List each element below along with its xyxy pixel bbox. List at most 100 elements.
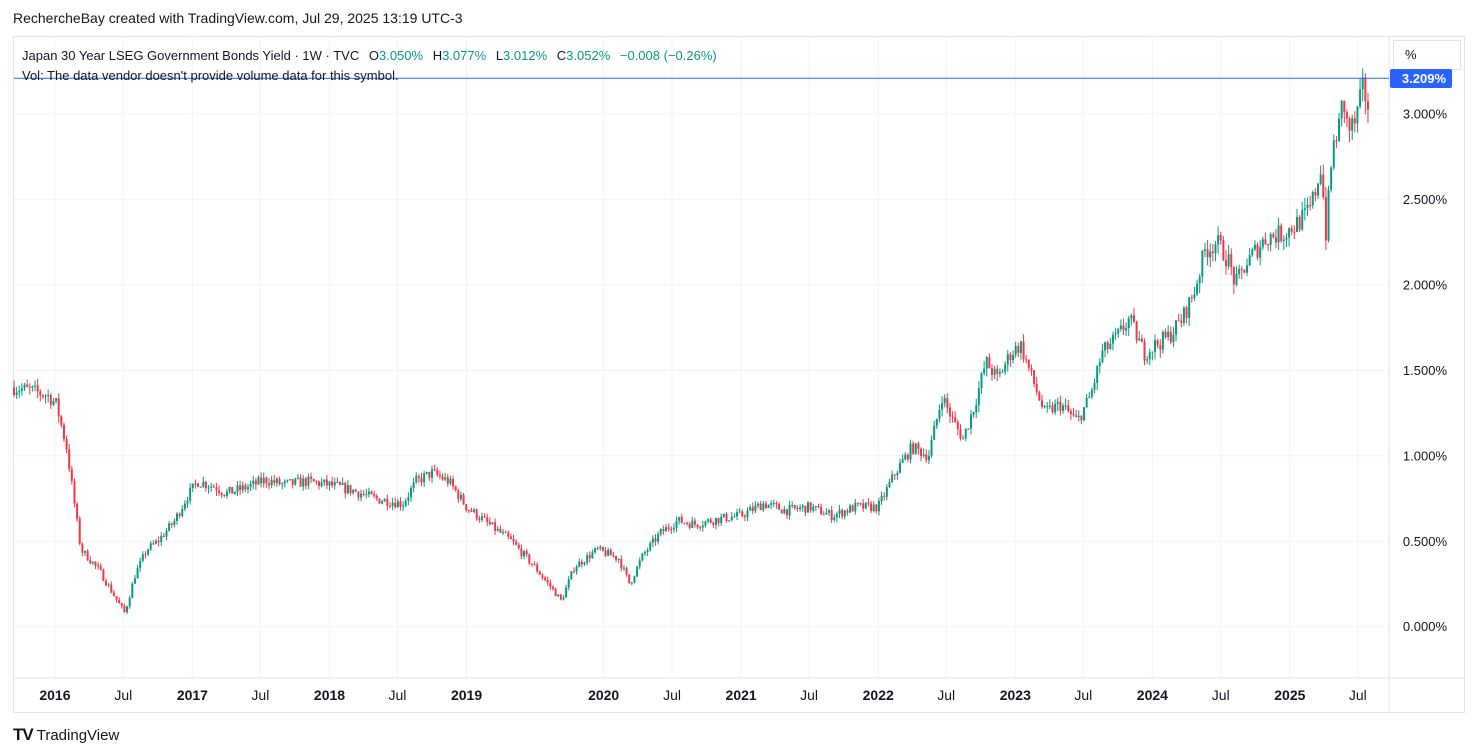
- candle-body: [512, 538, 515, 542]
- candle-body: [875, 504, 878, 512]
- candle-body: [1309, 204, 1312, 206]
- candle-body: [26, 384, 29, 387]
- candle-body: [1040, 400, 1043, 407]
- candle-body: [394, 502, 397, 508]
- branding-footer[interactable]: TV TradingView: [13, 724, 119, 746]
- last-price-tag: 3.209%: [1390, 68, 1452, 88]
- candle-body: [1196, 283, 1199, 295]
- unit-toggle-button[interactable]: %: [1393, 40, 1461, 70]
- candle-body: [44, 396, 47, 398]
- candle-body: [78, 518, 81, 544]
- candle-body: [686, 522, 689, 524]
- candle-body: [52, 401, 55, 405]
- candle-body: [1148, 352, 1151, 360]
- candle-body: [149, 543, 152, 550]
- candle-body: [289, 479, 292, 481]
- y-tick-label: 2.500%: [1403, 192, 1448, 207]
- candle-body: [62, 424, 65, 439]
- candle-body: [504, 531, 507, 533]
- candle-body: [643, 552, 646, 554]
- symbol-legend: Japan 30 Year LSEG Government Bonds Yiel…: [22, 46, 717, 86]
- candle-body: [233, 491, 236, 494]
- candle-body: [1027, 359, 1030, 368]
- candle-body: [136, 568, 139, 579]
- candle-body: [76, 503, 79, 519]
- high-label: H: [432, 48, 443, 63]
- candle-body: [65, 438, 68, 450]
- candle-body: [1111, 334, 1114, 344]
- candle-body: [386, 498, 389, 507]
- candle-body: [670, 528, 673, 530]
- symbol-title[interactable]: Japan 30 Year LSEG Government Bonds Yiel…: [22, 48, 360, 63]
- candle-body: [1119, 325, 1122, 330]
- candle-body: [473, 509, 476, 512]
- candle-body: [759, 503, 762, 511]
- x-tick-label: Jul: [1212, 687, 1230, 703]
- candle-body: [1085, 397, 1088, 408]
- x-tick-label: Jul: [251, 687, 269, 703]
- candle-body: [278, 478, 281, 485]
- candle-body: [475, 509, 478, 519]
- candle-body: [1332, 140, 1335, 168]
- candle-body: [856, 502, 859, 504]
- candle-body: [97, 565, 100, 567]
- close-value: 3.052%: [566, 48, 611, 63]
- candle-body: [1033, 370, 1036, 385]
- candle-body: [1227, 254, 1230, 267]
- candle-body: [696, 524, 699, 528]
- candle-body: [1090, 389, 1093, 397]
- candle-body: [268, 483, 271, 486]
- candle-body: [1361, 77, 1364, 90]
- candle-body: [1290, 228, 1293, 232]
- candle-body: [110, 584, 113, 593]
- candle-body: [154, 540, 157, 544]
- candle-body: [725, 513, 728, 522]
- candle-body: [588, 555, 591, 559]
- candle-body: [1127, 318, 1130, 329]
- candle-body: [391, 502, 394, 507]
- candle-body: [349, 485, 352, 494]
- candle-body: [651, 538, 654, 543]
- candle-body: [835, 513, 838, 518]
- candle-body: [254, 480, 257, 485]
- candle-body: [23, 384, 26, 389]
- candle-body: [704, 521, 707, 526]
- candle-body: [551, 586, 554, 589]
- candle-body: [144, 554, 147, 556]
- candle-body: [749, 507, 752, 511]
- candle-body: [1214, 244, 1217, 254]
- candle-body: [1285, 237, 1288, 240]
- candle-body: [404, 500, 407, 506]
- candle-body: [1169, 331, 1172, 343]
- candle-body: [13, 387, 15, 395]
- candle-body: [662, 529, 665, 532]
- candle-body: [457, 490, 460, 500]
- candle-body: [665, 527, 668, 532]
- candle-body: [1319, 174, 1322, 184]
- candle-body: [843, 510, 846, 517]
- candle-body: [317, 481, 320, 487]
- candle-body: [828, 510, 831, 513]
- candle-body: [323, 479, 326, 483]
- candle-body: [615, 555, 618, 560]
- candle-body: [996, 368, 999, 374]
- candle-body: [212, 486, 215, 488]
- candle-body: [935, 418, 938, 426]
- candle-body: [822, 514, 825, 516]
- candle-body: [601, 546, 604, 551]
- candle-body: [541, 574, 544, 578]
- candle-body: [199, 486, 202, 488]
- candle-body: [917, 443, 920, 449]
- candle-body: [189, 487, 192, 501]
- chart-frame[interactable]: [13, 36, 1465, 713]
- candle-body: [1061, 405, 1064, 411]
- candle-body: [81, 543, 84, 553]
- candle-body: [1069, 411, 1072, 414]
- candle-body: [1366, 101, 1369, 110]
- candle-body: [139, 560, 142, 569]
- candle-body: [312, 478, 315, 482]
- candle-body: [18, 390, 21, 393]
- candle-body: [86, 550, 89, 561]
- candle-body: [654, 538, 657, 542]
